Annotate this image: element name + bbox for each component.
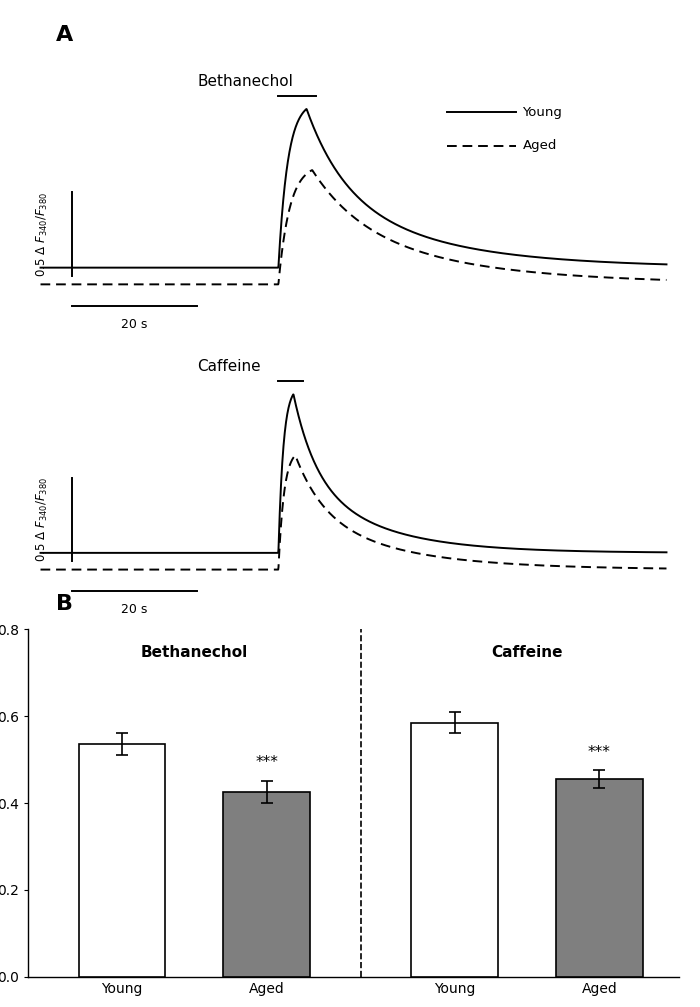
Text: Caffeine: Caffeine (491, 644, 563, 660)
Text: 20 s: 20 s (121, 603, 148, 616)
Bar (556, 779, 643, 977)
Text: Bethanechol: Bethanechol (197, 74, 293, 89)
Text: 20 s: 20 s (121, 318, 148, 330)
Text: A: A (56, 25, 74, 45)
Bar (78, 744, 165, 977)
Text: Young: Young (522, 106, 562, 119)
Text: Aged: Aged (522, 139, 557, 152)
Text: 0.5 $\Delta$ $\it{F}$$_{340}$/$\it{F}$$_{380}$: 0.5 $\Delta$ $\it{F}$$_{340}$/$\it{F}$$_… (35, 477, 50, 562)
Bar (223, 793, 310, 977)
Text: ***: *** (256, 755, 278, 770)
Bar (412, 723, 498, 977)
Text: Bethanechol: Bethanechol (141, 644, 248, 660)
Text: Caffeine: Caffeine (197, 359, 260, 374)
Text: ***: *** (588, 744, 611, 759)
Text: B: B (56, 594, 73, 614)
Text: 0.5 $\Delta$ $\it{F}$$_{340}$/$\it{F}$$_{380}$: 0.5 $\Delta$ $\it{F}$$_{340}$/$\it{F}$$_… (35, 191, 50, 277)
